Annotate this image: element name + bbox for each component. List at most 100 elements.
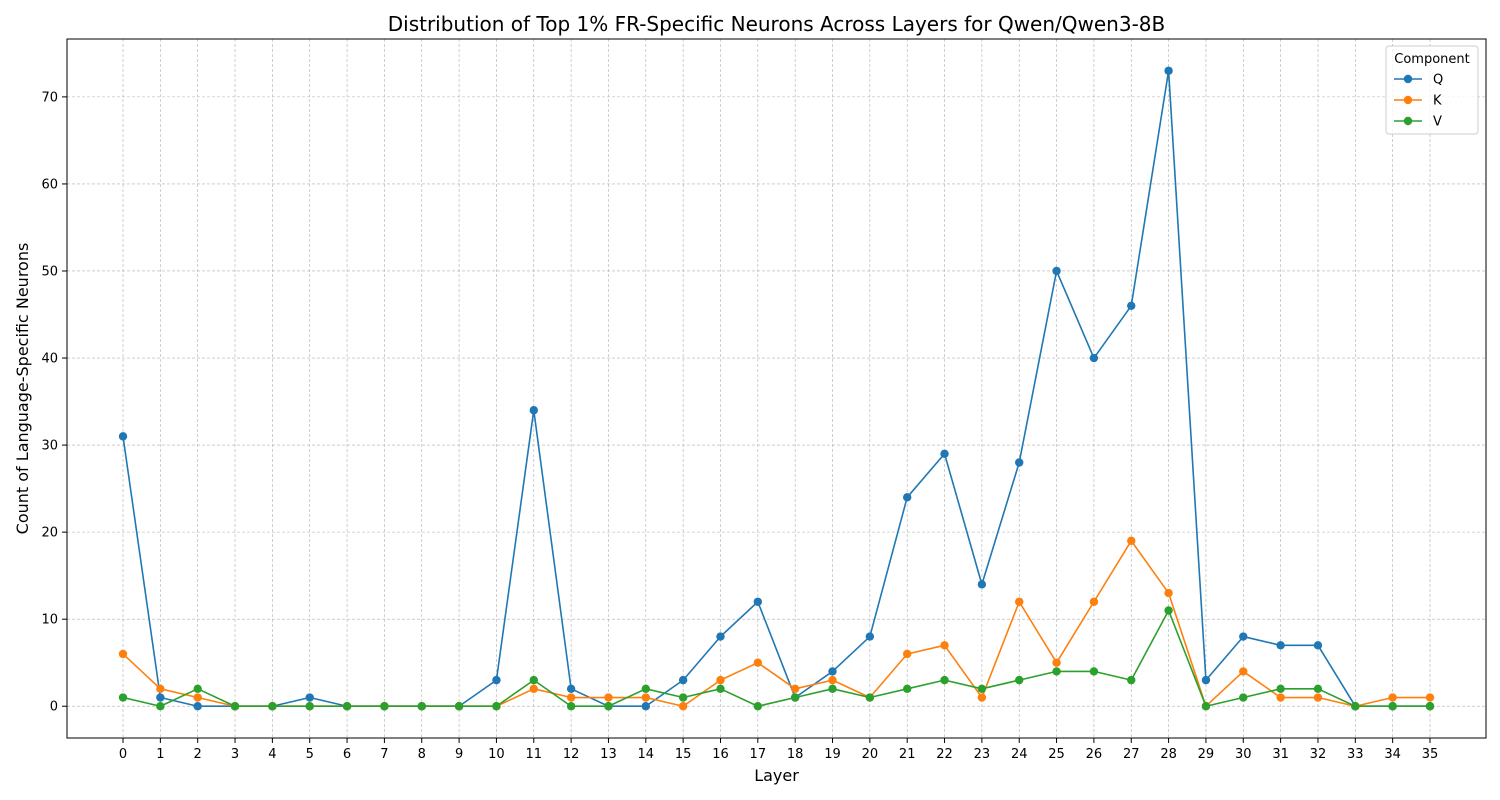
- series-v-point: [492, 702, 501, 711]
- series-k-point: [902, 649, 912, 659]
- series-q-point: [865, 632, 875, 641]
- series-q-point: [641, 702, 651, 711]
- x-tick-label: 0: [119, 747, 127, 762]
- series-q-point: [1089, 353, 1099, 363]
- y-tick-label: 20: [41, 526, 58, 541]
- series-v-point: [678, 693, 688, 702]
- series-k-point: [118, 649, 128, 659]
- series-k-point: [529, 684, 538, 694]
- series-v-point: [1425, 702, 1435, 711]
- series-v-point: [454, 702, 464, 711]
- series-v-point: [417, 702, 426, 711]
- series-q-point: [902, 493, 912, 502]
- legend-title: Component: [1394, 52, 1469, 67]
- series-v-point: [865, 693, 875, 702]
- x-tick-label: 20: [862, 747, 879, 762]
- series-v-point: [1388, 702, 1397, 711]
- legend-marker-k: [1403, 95, 1413, 105]
- legend-label-k: K: [1433, 94, 1442, 109]
- series-k-point: [604, 693, 613, 702]
- series-k-point: [790, 684, 800, 694]
- series-q-point: [1313, 641, 1323, 650]
- plot-area-frame: [66, 38, 1487, 739]
- series-q-point: [977, 580, 987, 589]
- x-tick-label: 18: [787, 747, 804, 762]
- series-q-point: [1239, 632, 1248, 641]
- x-tick-label: 11: [526, 747, 543, 762]
- series-v-point: [790, 693, 800, 702]
- x-tick-label: 24: [1011, 747, 1028, 762]
- series-q-point: [753, 597, 763, 606]
- x-tick-label: 16: [712, 747, 729, 762]
- y-tick-label: 60: [41, 177, 58, 192]
- series-q-point: [678, 675, 688, 685]
- legend-marker-v: [1403, 116, 1413, 126]
- legend-box: [1385, 45, 1479, 135]
- series-q-point: [1127, 301, 1136, 311]
- series-v-point: [604, 702, 613, 711]
- y-tick-label: 30: [41, 439, 58, 454]
- y-tick-label: 0: [50, 700, 58, 715]
- series-k-point: [1052, 658, 1061, 667]
- series-q-point: [1201, 675, 1211, 685]
- axis-ticks: 0 1 2 3 4 5 6 7 8 9 10 11 12 13 14 15 16 17 18 19 20 21 22 23 24…: [41, 90, 1438, 762]
- series-v-point: [1276, 684, 1285, 694]
- grid-lines: [67, 39, 1486, 738]
- y-tick-label: 40: [41, 352, 58, 367]
- series-v-point: [529, 675, 538, 685]
- x-tick-label: 26: [1086, 747, 1103, 762]
- x-tick-label: 3: [231, 747, 239, 762]
- series-k-point: [1425, 693, 1435, 702]
- legend-label-q: Q: [1433, 73, 1443, 88]
- series-v: [118, 606, 1435, 711]
- series-q-point: [1052, 266, 1061, 276]
- legend: Component QKV: [1385, 45, 1479, 135]
- x-tick-label: 25: [1048, 747, 1065, 762]
- x-tick-label: 1: [156, 747, 164, 762]
- series-q-point: [118, 432, 128, 441]
- x-tick-label: 17: [750, 747, 767, 762]
- x-tick-label: 8: [418, 747, 426, 762]
- series-v-point: [193, 684, 202, 694]
- series-k-point: [977, 693, 987, 702]
- x-axis-label: Layer: [754, 766, 799, 785]
- series-v-point: [268, 702, 277, 711]
- y-tick-label: 70: [41, 90, 58, 105]
- series-v-point: [1127, 675, 1136, 685]
- series-k-point: [678, 702, 688, 711]
- series-v-point: [1351, 702, 1360, 711]
- series-k-point: [1388, 693, 1397, 702]
- series-v-point: [1239, 693, 1248, 702]
- series-k-point: [1089, 597, 1099, 606]
- x-tick-label: 12: [563, 747, 580, 762]
- series-k-point: [828, 675, 837, 685]
- x-tick-label: 19: [824, 747, 841, 762]
- legend-label-v: V: [1433, 115, 1442, 130]
- x-tick-label: 28: [1160, 747, 1177, 762]
- series-v-point: [1164, 606, 1173, 615]
- series-k-point: [1127, 536, 1136, 546]
- series-k-point: [940, 641, 949, 650]
- series-v-point: [753, 702, 763, 711]
- series-q-point: [492, 675, 501, 685]
- x-tick-label: 34: [1384, 747, 1401, 762]
- x-tick-label: 23: [974, 747, 991, 762]
- series-q-point: [828, 667, 837, 676]
- series-q-point: [529, 406, 538, 415]
- series-q-point: [1164, 66, 1173, 75]
- series-v-point: [230, 702, 240, 711]
- series-v-point: [977, 684, 987, 694]
- series-k-line: [122, 540, 1430, 708]
- x-tick-label: 7: [380, 747, 388, 762]
- legend-marker-q: [1403, 74, 1413, 84]
- series-v-point: [1313, 684, 1323, 694]
- x-tick-label: 10: [488, 747, 505, 762]
- series-v-point: [716, 684, 725, 694]
- series-v-point: [828, 684, 837, 694]
- x-tick-label: 9: [455, 747, 463, 762]
- x-tick-label: 2: [194, 747, 202, 762]
- series-q-point: [1276, 641, 1285, 650]
- x-tick-label: 27: [1123, 747, 1140, 762]
- series-v-point: [566, 702, 576, 711]
